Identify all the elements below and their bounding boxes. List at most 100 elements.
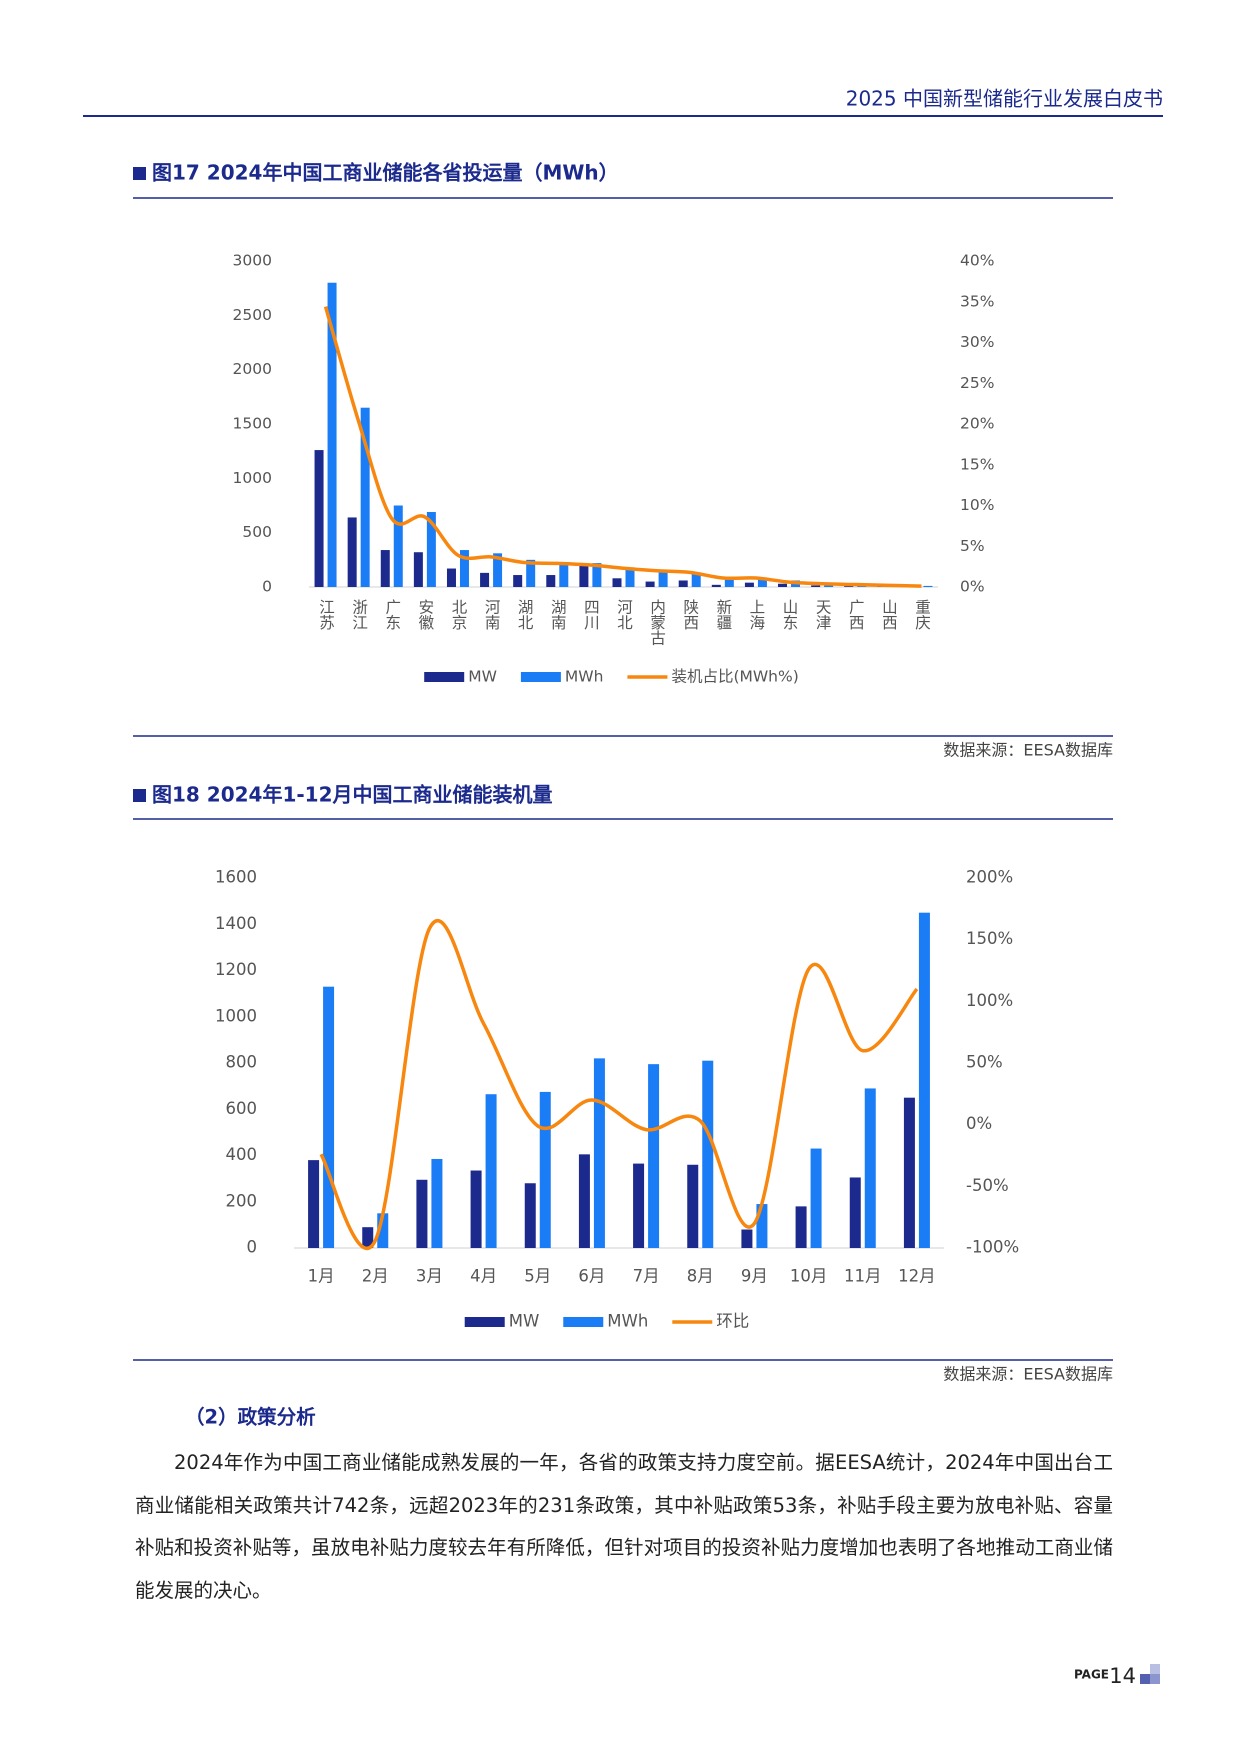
legend-label: MWh bbox=[565, 668, 604, 686]
bar bbox=[645, 581, 655, 587]
bar bbox=[757, 579, 767, 587]
page-number: 14 bbox=[1109, 1664, 1136, 1688]
y2-tick-label: 100% bbox=[966, 991, 1013, 1010]
x-tick-label: 广西 bbox=[847, 599, 865, 631]
y-tick-label: 1200 bbox=[215, 960, 257, 979]
bar bbox=[526, 559, 536, 587]
bar bbox=[362, 1227, 374, 1248]
y-tick-label: 600 bbox=[226, 1099, 258, 1118]
bar bbox=[314, 450, 324, 587]
legend-label: 装机占比(MWh%) bbox=[671, 668, 798, 686]
x-tick-label: 重庆 bbox=[913, 599, 931, 631]
bar bbox=[612, 578, 622, 587]
bar bbox=[778, 583, 788, 587]
bar bbox=[578, 1154, 590, 1248]
bar bbox=[446, 568, 456, 587]
figure-title: 图17 2024年中国工商业储能各省投运量（MWh） bbox=[152, 161, 619, 185]
bar bbox=[524, 1183, 536, 1248]
bar bbox=[744, 582, 754, 587]
y2-tick-label: 5% bbox=[960, 537, 985, 555]
y2-tick-label: 50% bbox=[966, 1053, 1003, 1072]
y2-tick-label: 0% bbox=[966, 1114, 992, 1133]
y-tick-label: 1500 bbox=[233, 415, 272, 433]
legend-label: MW bbox=[468, 668, 497, 686]
x-tick-label: 广东 bbox=[383, 599, 401, 631]
y-tick-label: 200 bbox=[226, 1191, 258, 1210]
bar bbox=[546, 575, 556, 587]
y2-tick-label: 200% bbox=[966, 868, 1013, 887]
paragraph: 2024年作为中国工商业储能成熟发展的一年，各省的政策支持力度空前。据EESA统… bbox=[135, 1451, 1113, 1602]
x-tick-label: 12月 bbox=[898, 1267, 936, 1286]
bar bbox=[593, 1058, 605, 1248]
legend-swatch bbox=[424, 672, 465, 682]
page-label: PAGE bbox=[1074, 1668, 1109, 1682]
x-tick-label: 北京 bbox=[449, 599, 467, 632]
x-tick-label: 河南 bbox=[483, 599, 501, 631]
deco bbox=[1150, 1674, 1160, 1684]
section-title: （2）政策分析 bbox=[185, 1406, 316, 1429]
y-tick-label: 400 bbox=[226, 1145, 258, 1164]
x-tick-label: 四川 bbox=[582, 599, 600, 630]
bar bbox=[903, 1097, 915, 1248]
bar bbox=[393, 505, 403, 587]
bullet bbox=[133, 789, 146, 802]
y2-tick-label: 0% bbox=[960, 578, 985, 596]
x-tick-label: 上海 bbox=[747, 599, 765, 631]
bar bbox=[724, 578, 734, 587]
legend-swatch bbox=[464, 1317, 505, 1327]
x-tick-label: 湖南 bbox=[549, 599, 567, 631]
y-tick-label: 800 bbox=[226, 1053, 258, 1072]
y-tick-label: 2000 bbox=[233, 360, 272, 378]
bar bbox=[795, 1206, 807, 1248]
y2-tick-label: 35% bbox=[960, 292, 994, 310]
bar bbox=[323, 986, 335, 1248]
bar bbox=[380, 550, 390, 587]
legend-label: 环比 bbox=[716, 1312, 749, 1331]
y2-tick-label: 10% bbox=[960, 496, 994, 514]
x-tick-label: 安徽 bbox=[416, 599, 434, 631]
x-tick-label: 4月 bbox=[470, 1267, 497, 1286]
y2-tick-label: -100% bbox=[966, 1238, 1019, 1257]
bar bbox=[810, 1148, 822, 1248]
deco bbox=[1150, 1664, 1160, 1674]
bar bbox=[327, 282, 337, 587]
source: 数据来源：EESA数据库 bbox=[943, 1365, 1113, 1384]
y-tick-label: 0 bbox=[247, 1238, 258, 1257]
x-tick-label: 1月 bbox=[308, 1267, 335, 1286]
legend-swatch bbox=[520, 672, 561, 682]
x-tick-label: 江苏 bbox=[317, 599, 335, 632]
bar bbox=[416, 1179, 428, 1248]
x-tick-label: 山东 bbox=[781, 599, 799, 631]
x-tick-label: 10月 bbox=[790, 1267, 828, 1286]
bar bbox=[691, 572, 701, 587]
y2-tick-label: 30% bbox=[960, 333, 994, 351]
y2-tick-label: 150% bbox=[966, 929, 1013, 948]
bar bbox=[308, 1160, 320, 1248]
bar bbox=[648, 1064, 660, 1248]
y2-tick-label: 15% bbox=[960, 455, 994, 473]
y-tick-label: 500 bbox=[242, 523, 272, 541]
bar bbox=[592, 563, 602, 587]
x-tick-label: 5月 bbox=[524, 1267, 551, 1286]
bar bbox=[431, 1158, 443, 1248]
line bbox=[319, 918, 919, 1251]
x-tick-label: 11月 bbox=[844, 1267, 882, 1286]
bar bbox=[711, 584, 721, 587]
x-tick-label: 7月 bbox=[633, 1267, 660, 1286]
bar bbox=[625, 567, 635, 587]
bar bbox=[756, 1204, 768, 1248]
bar bbox=[687, 1164, 699, 1248]
bar bbox=[347, 517, 357, 587]
x-tick-label: 陕西 bbox=[681, 599, 699, 631]
bar bbox=[426, 512, 436, 587]
y-tick-label: 1600 bbox=[215, 868, 257, 887]
source: 数据来源：EESA数据库 bbox=[943, 741, 1113, 760]
x-tick-label: 2月 bbox=[362, 1267, 389, 1286]
bar bbox=[702, 1060, 714, 1248]
bar bbox=[633, 1163, 645, 1248]
legend-label: MW bbox=[509, 1312, 540, 1331]
bar bbox=[459, 550, 469, 587]
bar bbox=[579, 565, 589, 587]
